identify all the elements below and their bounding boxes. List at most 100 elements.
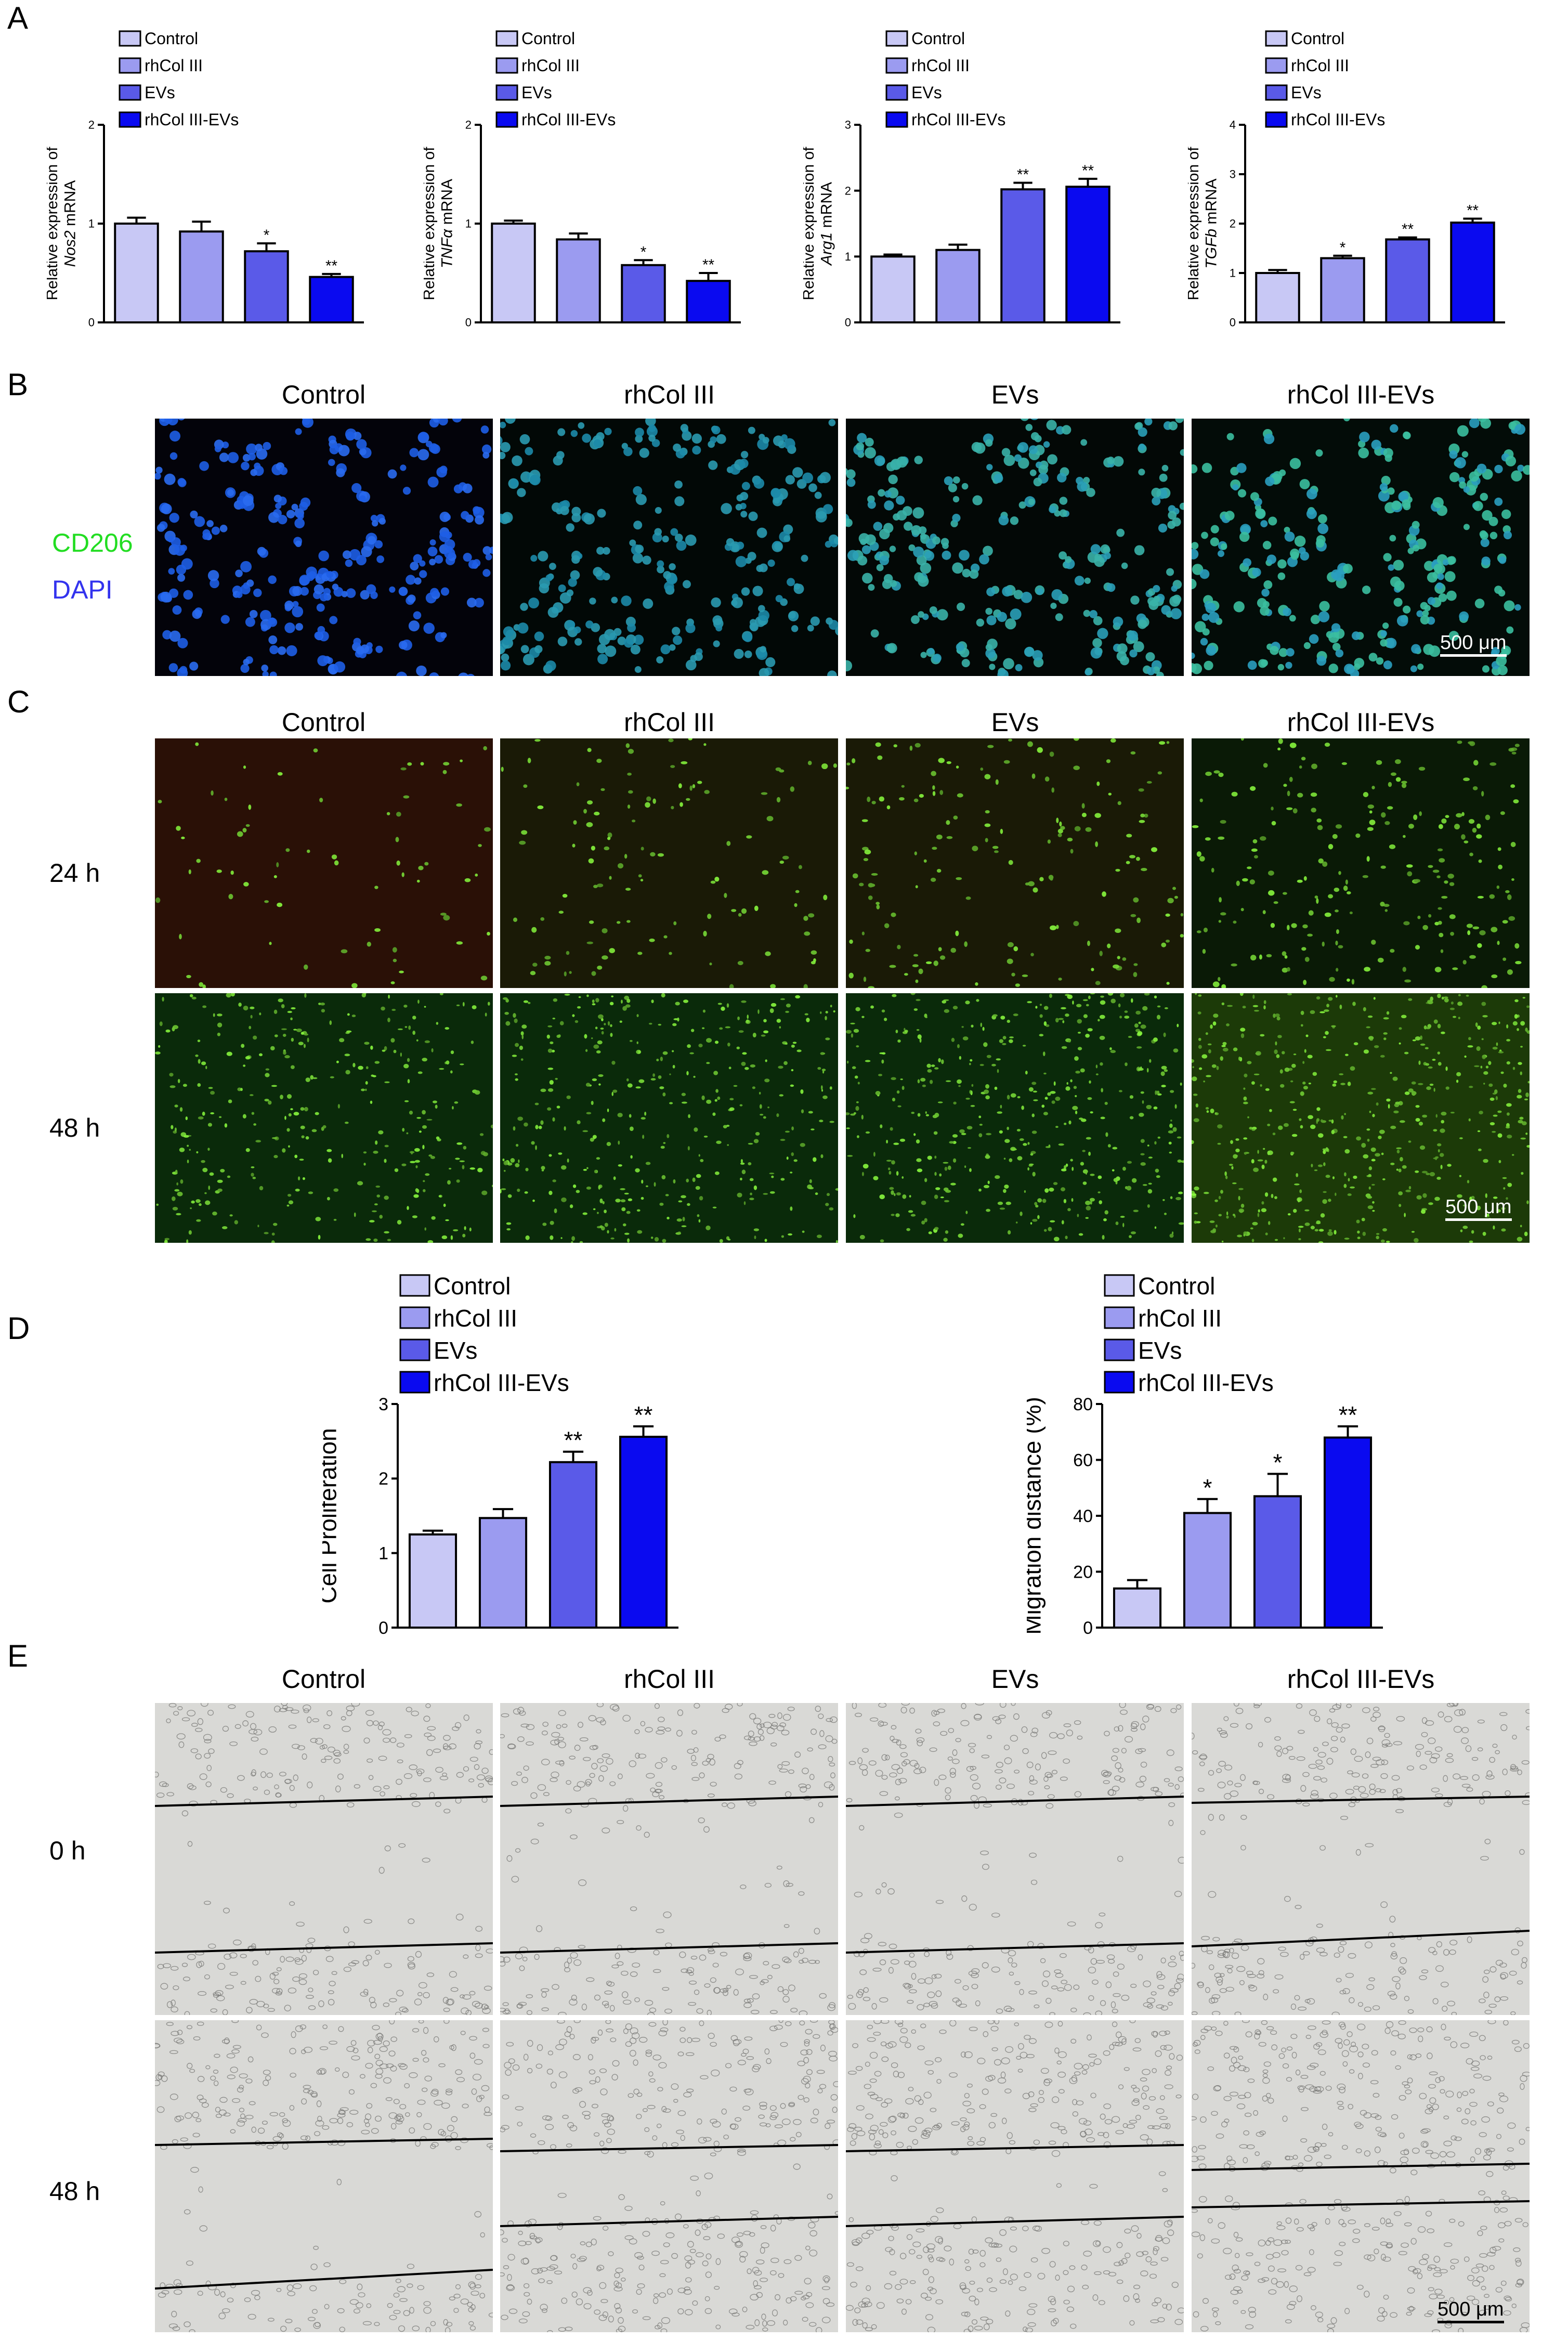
legend-label: Control bbox=[1138, 1272, 1215, 1299]
significance-mark: ** bbox=[1082, 162, 1094, 179]
nos2-bar-chart: Control rhCol III EVs rhCol III-EVs 0 1 2 Relat… bbox=[47, 29, 364, 329]
live-cell-image-0-2 bbox=[846, 738, 1184, 988]
legend-label: rhCol III-EVs bbox=[145, 110, 239, 129]
legend-swatch bbox=[119, 111, 141, 128]
if-image-3-cells bbox=[1192, 419, 1530, 676]
bar bbox=[1255, 272, 1300, 323]
legend-label: Control bbox=[521, 29, 575, 48]
scratch-image-1-2 bbox=[846, 2020, 1184, 2332]
if-image-0-cells bbox=[155, 419, 493, 676]
bar bbox=[179, 230, 224, 324]
panel-b-col-rhcol: rhCol III bbox=[623, 380, 715, 409]
wound-edge-top bbox=[155, 1796, 493, 1807]
live-cell-image-1-3-cells bbox=[1192, 993, 1530, 1243]
wound-edge-top bbox=[500, 2144, 838, 2152]
if-image-2-cells bbox=[846, 419, 1184, 676]
legend-swatch bbox=[399, 1306, 430, 1329]
bar bbox=[309, 276, 354, 324]
legend-swatch bbox=[885, 57, 908, 74]
significance-mark: ** bbox=[1467, 202, 1479, 219]
bar bbox=[1320, 257, 1365, 323]
tnfa-bar-chart: Control rhCol III EVs rhCol III-EVs 0 1 2 Relat… bbox=[424, 29, 741, 329]
wound-edge-top bbox=[500, 1796, 838, 1807]
live-cell-image-1-2 bbox=[846, 993, 1184, 1243]
scratch-image-1-1 bbox=[500, 2020, 838, 2332]
arg1-bar-chart: Control rhCol III EVs rhCol III-EVs 0 1 2 3 Rela… bbox=[803, 29, 1120, 329]
legend-label: EVs bbox=[145, 83, 175, 102]
significance-mark: ** bbox=[634, 1401, 653, 1428]
significance-mark: ** bbox=[564, 1427, 583, 1454]
legend-label: rhCol III-EVs bbox=[434, 1369, 569, 1396]
scratch-image-1-0-cells bbox=[155, 2020, 493, 2332]
migration-distance-chart: Control rhCol III EVs rhCol III-EVs 0 20 40 60 8… bbox=[1027, 1272, 1383, 1638]
wound-edge-top bbox=[846, 1796, 1184, 1807]
legend-swatch bbox=[495, 57, 518, 74]
live-cell-image-0-1 bbox=[500, 738, 838, 988]
scratch-image-1-2-cells bbox=[846, 2020, 1184, 2332]
legend-swatch bbox=[1265, 84, 1288, 101]
significance-mark: ** bbox=[325, 257, 338, 275]
significance-mark: * bbox=[1273, 1449, 1283, 1476]
legend-swatch bbox=[1104, 1371, 1135, 1394]
legend-swatch bbox=[1265, 30, 1288, 47]
y-tick-label: 1 bbox=[465, 217, 472, 230]
y-axis-label: Relative expression ofArg1 mRNA bbox=[803, 147, 835, 301]
legend-label: rhCol III bbox=[434, 1305, 517, 1332]
scale-bar-e: 500 μm bbox=[1438, 2298, 1504, 2323]
panel-e-col-evs: EVs bbox=[991, 1665, 1039, 1694]
y-tick-label: 2 bbox=[1230, 217, 1236, 230]
wound-edge-bottom bbox=[500, 2216, 838, 2227]
live-cell-image-1-3 bbox=[1192, 993, 1530, 1243]
y-tick-label: 80 bbox=[1073, 1395, 1093, 1414]
y-tick-label: 0 bbox=[378, 1618, 388, 1638]
bar bbox=[478, 1517, 528, 1629]
legend-swatch bbox=[1104, 1306, 1135, 1329]
legend-swatch bbox=[885, 111, 908, 128]
bar bbox=[1450, 222, 1495, 323]
bar bbox=[408, 1533, 458, 1629]
bar bbox=[686, 280, 731, 324]
y-tick-label: 3 bbox=[845, 119, 851, 132]
legend-label: Control bbox=[434, 1272, 511, 1299]
legend-label: rhCol III bbox=[521, 56, 580, 75]
scratch-image-0-0-cells bbox=[155, 1703, 493, 2015]
legend-label: rhCol III bbox=[911, 56, 970, 75]
scale-bar-b: 500 μm bbox=[1440, 632, 1507, 657]
y-axis-label: Relative expression ofTNFα mRNA bbox=[424, 147, 455, 301]
live-cell-image-1-0-cells bbox=[155, 993, 493, 1243]
y-tick-label: 0 bbox=[845, 316, 851, 329]
significance-mark: * bbox=[1340, 239, 1346, 256]
panel-letter-a: A bbox=[7, 1, 29, 35]
legend-label: rhCol III-EVs bbox=[1291, 110, 1385, 129]
scale-bar-c: 500 μm bbox=[1445, 1196, 1512, 1221]
legend-swatch bbox=[399, 1371, 430, 1394]
panel-c-col-evs: EVs bbox=[991, 708, 1039, 737]
panel-letter-b: B bbox=[7, 367, 29, 402]
if-image-0 bbox=[155, 419, 493, 676]
panel-c-row-24h: 24 h bbox=[49, 859, 100, 888]
legend-swatch bbox=[495, 111, 518, 128]
legend-swatch bbox=[119, 30, 141, 47]
y-tick-label: 3 bbox=[1230, 168, 1236, 181]
legend-swatch bbox=[1104, 1338, 1135, 1361]
legend-swatch bbox=[399, 1274, 430, 1297]
y-tick-label: 60 bbox=[1073, 1450, 1093, 1470]
bar bbox=[870, 255, 916, 324]
bar bbox=[1323, 1436, 1373, 1629]
cd206-label: CD206 bbox=[52, 528, 133, 557]
y-tick-label: 2 bbox=[88, 119, 95, 132]
significance-mark: ** bbox=[1017, 166, 1029, 183]
legend-swatch bbox=[885, 84, 908, 101]
wound-edge-bottom bbox=[155, 2269, 493, 2290]
y-axis-label: Cell Proliferation bbox=[322, 1428, 342, 1603]
legend-label: Control bbox=[1291, 29, 1344, 48]
bar bbox=[619, 1436, 668, 1629]
legend-swatch bbox=[885, 30, 908, 47]
panel-e-col-rhcol-evs: rhCol III-EVs bbox=[1287, 1665, 1435, 1694]
y-tick-label: 40 bbox=[1073, 1506, 1093, 1526]
legend-label: EVs bbox=[911, 83, 942, 102]
legend-label: rhCol III bbox=[1291, 56, 1349, 75]
legend-label: rhCol III-EVs bbox=[521, 110, 616, 129]
panel-letter-c: C bbox=[7, 684, 30, 719]
y-tick-label: 0 bbox=[465, 316, 472, 329]
